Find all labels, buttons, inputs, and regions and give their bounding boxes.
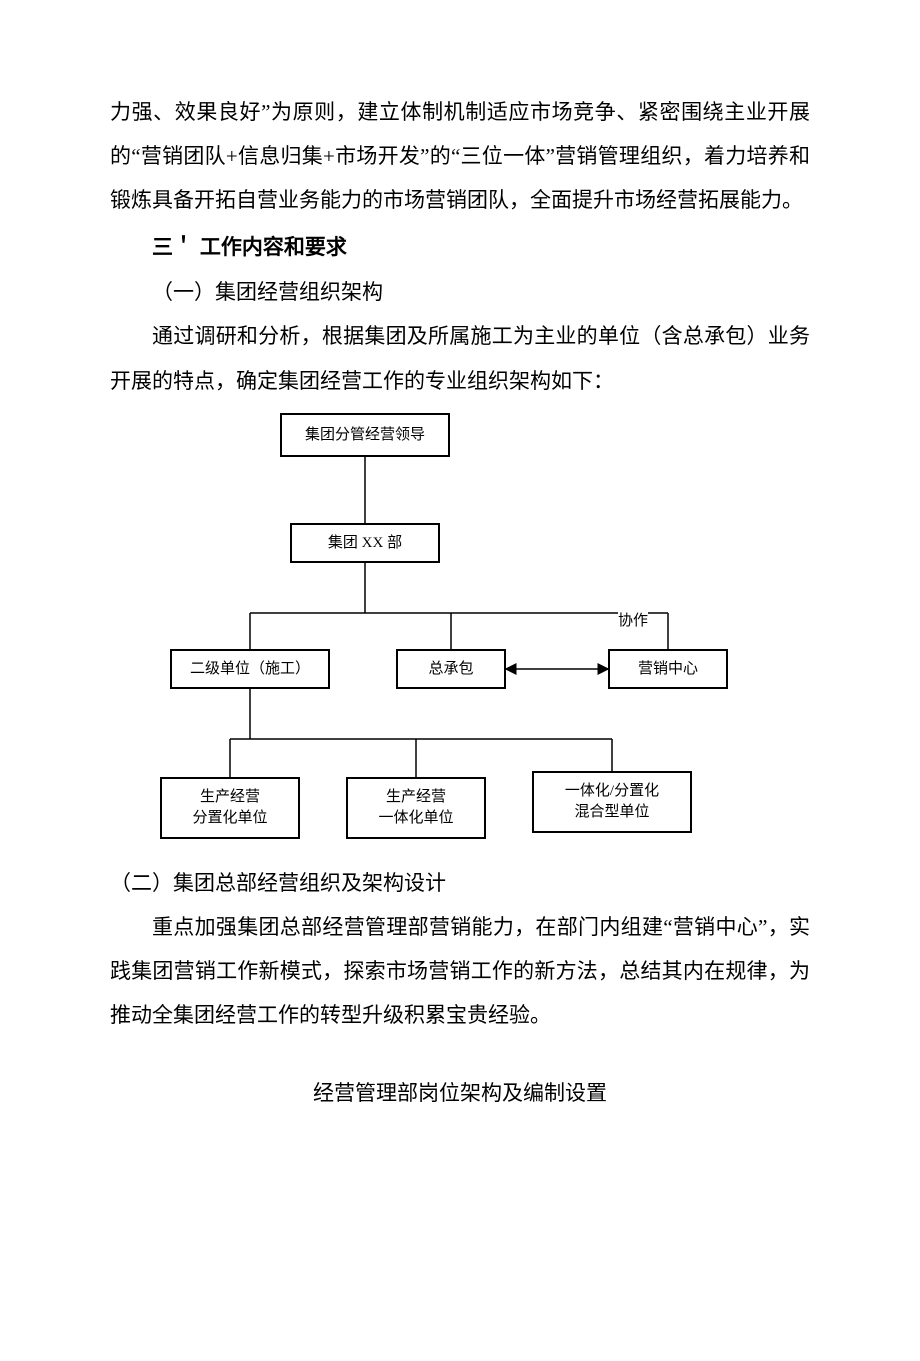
figure-caption: 经营管理部岗位架构及编制设置 xyxy=(110,1077,810,1107)
edge-label-cooperation: 协作 xyxy=(618,609,648,630)
section-heading-3: 三＇ 工作内容和要求 xyxy=(110,226,810,270)
node-integrated-unit: 生产经营 一体化单位 xyxy=(346,777,486,839)
subsection-heading-1: （一）集团经营组织架构 xyxy=(110,270,810,314)
node-general-contract: 总承包 xyxy=(396,649,506,689)
node-marketing-center: 营销中心 xyxy=(608,649,728,689)
org-chart-canvas: 集团分管经营领导 集团 XX 部 二级单位（施工） 总承包 营销中心 生产经营 … xyxy=(150,413,770,853)
paragraph-3: 重点加强集团总部经营管理部营销能力，在部门内组建“营销中心”，实践集团营销工作新… xyxy=(110,905,810,1037)
subsection-heading-2: （二）集团总部经营组织及架构设计 xyxy=(110,861,810,905)
node-mixed-unit: 一体化/分置化 混合型单位 xyxy=(532,771,692,833)
node-separate-unit: 生产经营 分置化单位 xyxy=(160,777,300,839)
node-second-unit: 二级单位（施工） xyxy=(170,649,330,689)
node-group-leader: 集团分管经营领导 xyxy=(280,413,450,457)
paragraph-continuation: 力强、效果良好”为原则，建立体制机制适应市场竞争、紧密围绕主业开展的“营销团队+… xyxy=(110,90,810,222)
node-group-dept: 集团 XX 部 xyxy=(290,523,440,563)
paragraph-2: 通过调研和分析，根据集团及所属施工为主业的单位（含总承包）业务开展的特点，确定集… xyxy=(110,314,810,402)
org-chart: 集团分管经营领导 集团 XX 部 二级单位（施工） 总承包 营销中心 生产经营 … xyxy=(150,413,770,853)
document-page: 力强、效果良好”为原则，建立体制机制适应市场竞争、紧密围绕主业开展的“营销团队+… xyxy=(0,0,920,1167)
